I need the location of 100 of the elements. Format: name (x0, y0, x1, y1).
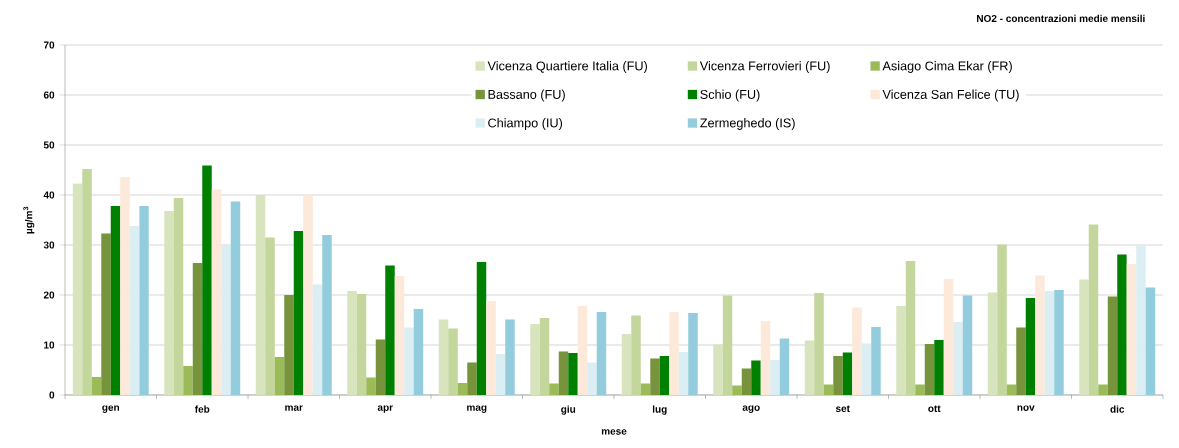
bar (183, 365, 193, 395)
bar (413, 308, 424, 395)
bar (1136, 245, 1146, 395)
bar (486, 300, 496, 395)
bar (722, 295, 733, 395)
y-tick-label: 30 (43, 241, 55, 249)
bar (265, 237, 275, 395)
x-tick-label: apr (377, 405, 393, 413)
bar (650, 358, 660, 395)
x-tick-label: giu (561, 405, 576, 415)
bar (861, 343, 872, 395)
bar (751, 360, 761, 395)
bar (1098, 384, 1108, 395)
y-tick-label: 70 (43, 41, 55, 49)
bar (760, 320, 771, 395)
bar (530, 323, 540, 395)
bar (1054, 289, 1064, 395)
y-tick-label: 40 (43, 191, 55, 199)
bar (274, 356, 285, 395)
bar (404, 327, 414, 395)
bar (962, 295, 973, 395)
x-tick-label: lug (652, 405, 667, 415)
y-tick-label: 0 (49, 391, 55, 399)
bar (905, 260, 916, 395)
bar (539, 317, 550, 395)
bar (924, 343, 935, 395)
legend-label: Chiampo (IU) (488, 118, 563, 130)
x-tick-label: nov (1017, 405, 1035, 411)
bar (953, 321, 963, 395)
bar (596, 311, 607, 395)
bar (1145, 287, 1156, 395)
bar (467, 362, 477, 395)
bar (770, 359, 780, 395)
bar (1016, 327, 1026, 395)
x-tick-label: feb (194, 405, 210, 413)
bar (1079, 279, 1089, 395)
bar (1117, 254, 1127, 395)
legend-label: Bassano (FU) (488, 89, 565, 102)
y-tick-label: 10 (44, 341, 55, 349)
bar (221, 244, 231, 395)
bar (347, 290, 357, 395)
bar (457, 382, 468, 395)
bar (1126, 263, 1137, 395)
bar (688, 312, 698, 395)
bar (987, 292, 998, 395)
legend-label: Zermeghedo (IS) (700, 118, 795, 130)
bar (129, 225, 140, 395)
chart-title: NO2 - concentrazioni medie mensili (977, 14, 1145, 23)
legend-label: Vicenza Quartiere Italia (FU) (487, 61, 647, 73)
bar (139, 205, 149, 395)
bar (101, 233, 111, 395)
bar (1088, 224, 1099, 395)
bar (568, 352, 578, 395)
bar (1107, 296, 1118, 395)
bar (915, 384, 925, 395)
bar (1035, 275, 1045, 395)
bar (713, 344, 723, 395)
y-tick-label: 60 (43, 91, 55, 99)
bar (640, 383, 651, 395)
y-axis-title: µg/m$^{3}$ (23, 206, 35, 234)
bar (842, 352, 853, 395)
bar (293, 230, 304, 395)
x-tick-label: mar (285, 405, 303, 411)
bar (312, 284, 323, 395)
legend-label: Asiago Cima Ekar (FR) (882, 61, 1012, 73)
bar (1006, 384, 1017, 395)
bar (814, 292, 824, 395)
legend-label: Schio (FU) (700, 89, 760, 102)
bar (72, 183, 83, 395)
bar (833, 355, 843, 395)
bar (1044, 290, 1055, 395)
bar (896, 305, 906, 395)
bar (385, 265, 395, 395)
y-tick-label: 20 (43, 291, 55, 299)
y-tick-label: 50 (43, 141, 55, 149)
bar (173, 197, 184, 395)
x-axis-title: mese (601, 429, 627, 435)
bar (110, 205, 121, 395)
bar (255, 194, 266, 395)
bar (852, 307, 862, 395)
bar (549, 383, 559, 395)
bar (211, 189, 222, 395)
bar (192, 262, 203, 395)
x-tick-label: ott (928, 405, 941, 413)
bar (495, 353, 506, 395)
bar (476, 261, 487, 395)
bar (91, 376, 102, 395)
bar (303, 194, 313, 395)
bar (202, 165, 212, 395)
bar (558, 351, 569, 395)
bar (82, 168, 92, 395)
bar (934, 339, 944, 395)
bar (230, 201, 241, 395)
bar (587, 362, 597, 395)
bar (823, 384, 834, 395)
bar (741, 368, 752, 395)
bar (669, 311, 679, 395)
x-tick-label: mag (467, 405, 487, 413)
bar (505, 319, 515, 395)
bar (120, 176, 130, 395)
